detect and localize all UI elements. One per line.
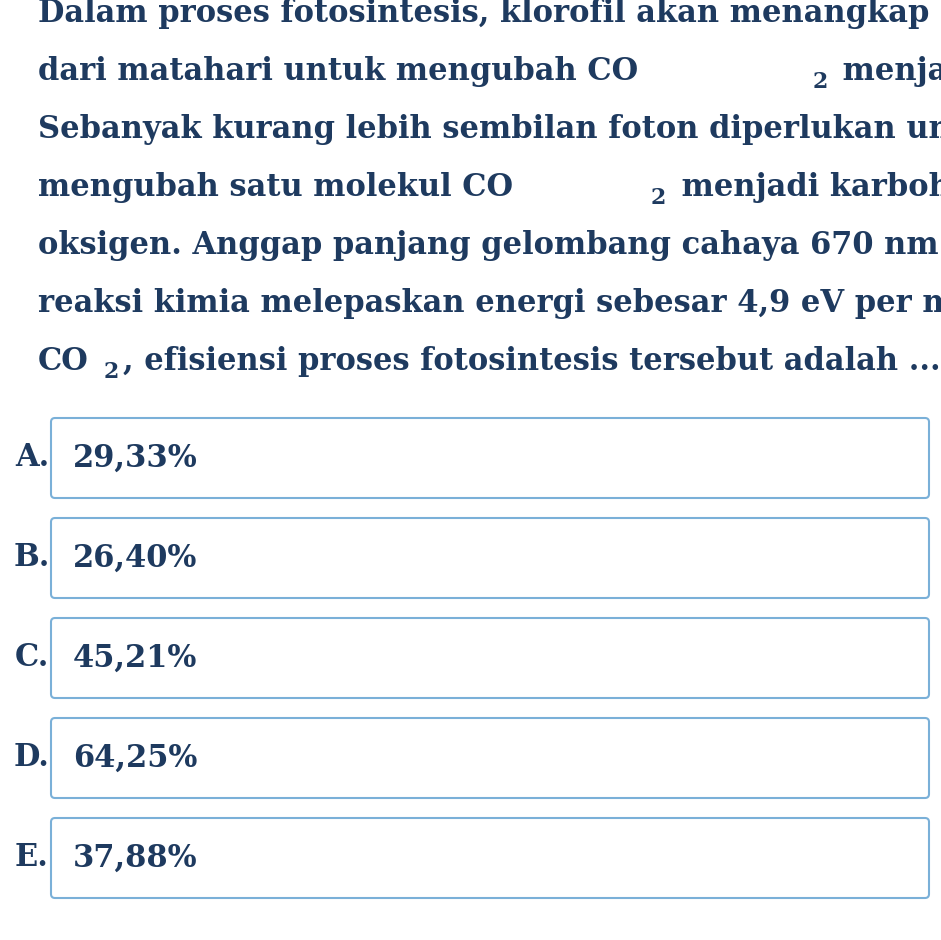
Text: 2: 2 xyxy=(104,361,119,383)
Text: C.: C. xyxy=(15,643,49,673)
Text: , efisiensi proses fotosintesis tersebut adalah ....: , efisiensi proses fotosintesis tersebut… xyxy=(123,346,941,377)
Text: 45,21%: 45,21% xyxy=(73,643,198,673)
Text: Sebanyak kurang lebih sembilan foton diperlukan untuk: Sebanyak kurang lebih sembilan foton dip… xyxy=(38,114,941,145)
Text: B.: B. xyxy=(14,542,50,573)
FancyBboxPatch shape xyxy=(51,618,929,698)
Text: reaksi kimia melepaskan energi sebesar 4,9 eV per molekul: reaksi kimia melepaskan energi sebesar 4… xyxy=(38,288,941,319)
Text: oksigen. Anggap panjang gelombang cahaya 670 nm. Jika: oksigen. Anggap panjang gelombang cahaya… xyxy=(38,230,941,261)
Text: menjadi karbohidrat.: menjadi karbohidrat. xyxy=(832,56,941,87)
FancyBboxPatch shape xyxy=(51,718,929,798)
Text: Dalam proses fotosintesis, klorofil akan menangkap energi: Dalam proses fotosintesis, klorofil akan… xyxy=(38,0,941,29)
Text: CO: CO xyxy=(38,346,88,377)
Text: D.: D. xyxy=(14,743,50,774)
Text: menjadi karbohidrat dan: menjadi karbohidrat dan xyxy=(671,172,941,203)
FancyBboxPatch shape xyxy=(51,518,929,598)
Text: 64,25%: 64,25% xyxy=(73,743,198,774)
Text: E.: E. xyxy=(15,842,49,873)
Text: 26,40%: 26,40% xyxy=(73,542,198,573)
Text: 2: 2 xyxy=(812,70,828,93)
Text: 37,88%: 37,88% xyxy=(73,842,198,873)
FancyBboxPatch shape xyxy=(51,418,929,498)
Text: 2: 2 xyxy=(651,187,666,209)
Text: dari matahari untuk mengubah CO: dari matahari untuk mengubah CO xyxy=(38,56,638,87)
Text: 29,33%: 29,33% xyxy=(73,443,198,474)
FancyBboxPatch shape xyxy=(51,818,929,898)
Text: mengubah satu molekul CO: mengubah satu molekul CO xyxy=(38,172,513,203)
Text: A.: A. xyxy=(15,443,49,474)
